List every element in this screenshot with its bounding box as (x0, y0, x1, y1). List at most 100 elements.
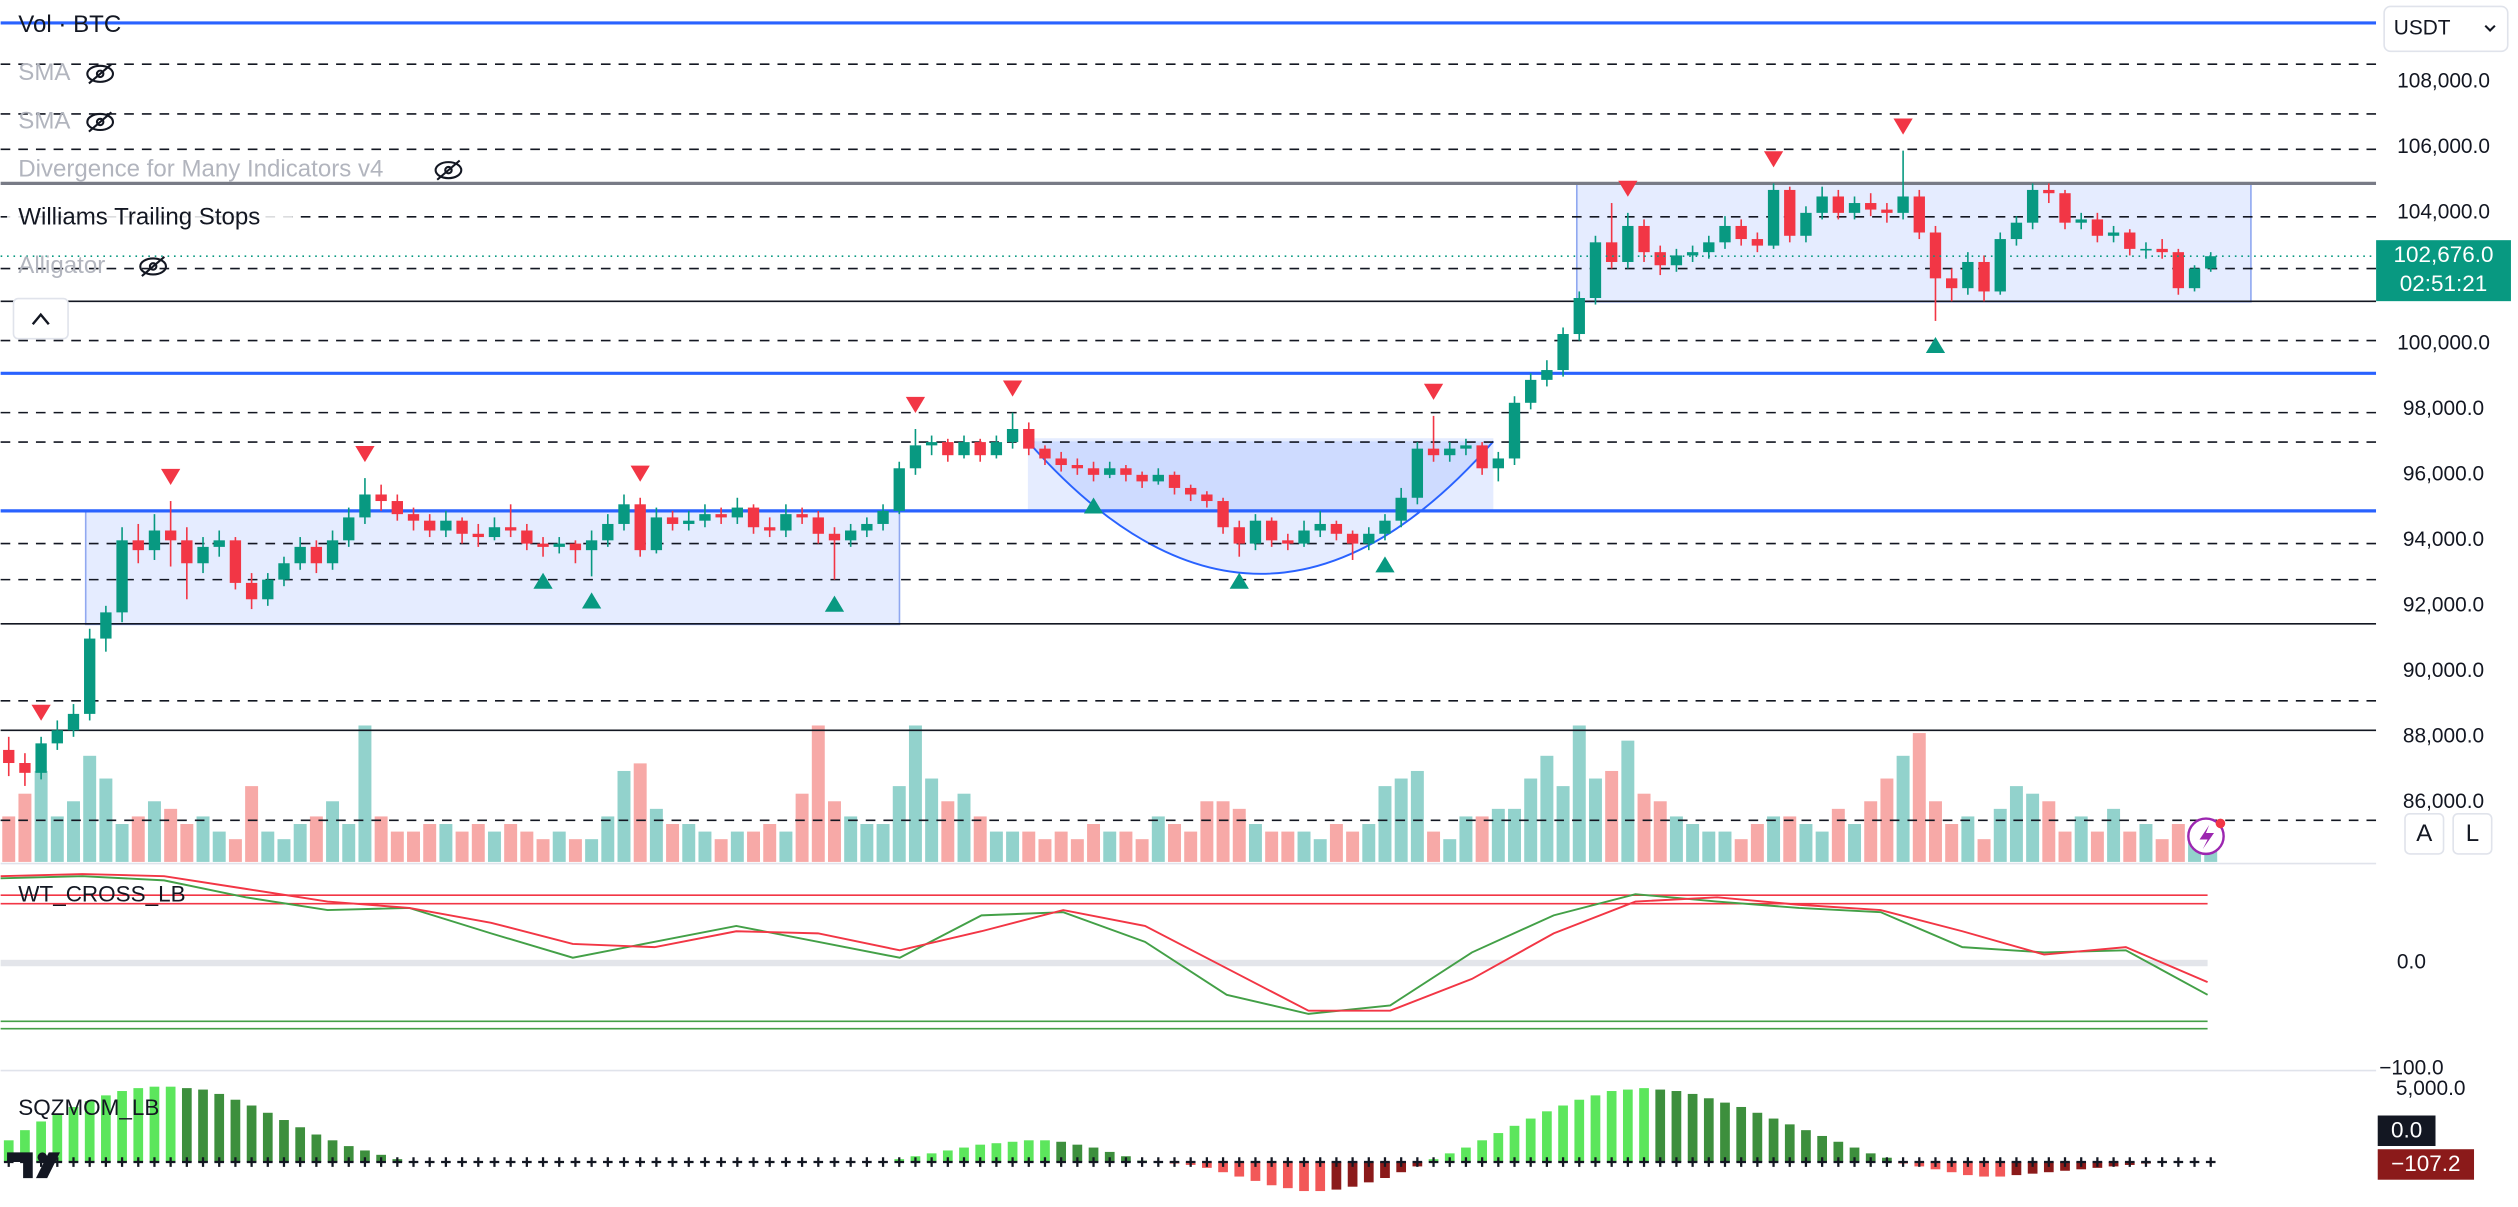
candle-body (1686, 252, 1699, 256)
squeeze-dot (813, 1157, 824, 1167)
volume-bar (795, 793, 809, 862)
candle-body (1946, 278, 1958, 289)
volume-bar (1038, 839, 1052, 862)
squeeze-dot (586, 1157, 597, 1167)
legend-indicator[interactable]: SMA (18, 107, 70, 134)
squeeze-dot (1801, 1157, 1811, 1167)
candle-body (1573, 298, 1585, 335)
squeeze-dot (457, 1157, 467, 1167)
volume-bar (374, 816, 388, 862)
squeeze-dot (2157, 1157, 2167, 1167)
momentum-bar (1509, 1125, 1520, 1163)
volume-bar (601, 816, 615, 862)
candle-body (1346, 533, 1359, 544)
candle-body (1816, 196, 1828, 213)
volume-bar (131, 816, 145, 862)
legend-indicator[interactable]: SMA (18, 59, 70, 86)
y-tick-label: 88,000.0 (2403, 724, 2484, 747)
legend-indicator[interactable]: Alligator (18, 252, 105, 279)
momentum-bar (1655, 1089, 1666, 1163)
momentum-bar (1687, 1093, 1698, 1163)
momentum-bar (1040, 1140, 1050, 1163)
alert-icon[interactable] (2187, 817, 2226, 856)
squeeze-dot (1558, 1157, 1568, 1167)
volume-bar (1929, 801, 1942, 862)
momentum-bar (230, 1099, 241, 1163)
momentum-bar (117, 1091, 127, 1163)
eye-off-icon[interactable] (434, 159, 463, 181)
legend-volume[interactable]: Vol · BTC (18, 11, 121, 38)
squeeze-dot (732, 1157, 743, 1167)
volume-bar (1945, 824, 1959, 862)
candle-body (1670, 255, 1683, 266)
volume-bar (1265, 831, 1279, 862)
squeeze-dot (1477, 1157, 1487, 1167)
volume-bar (1378, 786, 1392, 862)
momentum-bar (1396, 1162, 1407, 1173)
volume-bar (1151, 816, 1165, 862)
volume-bar (67, 801, 80, 862)
volume-bar (1912, 733, 1926, 862)
volume-bar (228, 839, 242, 862)
squeeze-dot (246, 1157, 257, 1167)
candle-body (650, 517, 663, 551)
candle-body (1784, 189, 1796, 236)
volume-bar (1491, 808, 1505, 862)
volume-bar (1669, 816, 1683, 862)
candle-body (1039, 448, 1051, 459)
volume-bar (1443, 839, 1457, 862)
eye-off-icon[interactable] (139, 256, 168, 277)
squeeze-dot (1007, 1157, 1018, 1167)
momentum-bar (343, 1146, 354, 1163)
log-scale-button[interactable]: L (2466, 820, 2479, 847)
squeeze-dot (327, 1157, 338, 1167)
volume-bar (552, 831, 566, 862)
candle-body (1104, 468, 1116, 475)
candle-body (1994, 239, 2006, 292)
price-axis-bg (2376, 0, 2518, 1207)
volume-bar (309, 816, 323, 862)
volume-bar (1087, 824, 1101, 862)
volume-bar (2155, 839, 2169, 862)
candle-body (1395, 497, 1407, 521)
pivot-high-marker (31, 704, 51, 721)
momentum-bar (1104, 1151, 1115, 1163)
candle-body (812, 517, 824, 534)
squeeze-dot (2011, 1157, 2022, 1167)
squeeze-dot (1444, 1157, 1455, 1167)
candle-body (504, 527, 517, 531)
volume-bar (844, 816, 858, 862)
pivot-low-marker (1375, 556, 1395, 573)
volume-bar (115, 824, 129, 862)
squeeze-dot (1898, 1157, 1908, 1167)
currency-select[interactable]: USDT (2383, 5, 2509, 53)
squeeze-dot (489, 1157, 500, 1167)
momentum-bar (84, 1101, 95, 1163)
eye-off-icon[interactable] (86, 111, 115, 133)
candle-body (990, 442, 1003, 456)
squeeze-dot (1542, 1157, 1552, 1167)
candle-body (747, 507, 760, 528)
squeeze-dot (1347, 1157, 1358, 1167)
candle-body (2091, 219, 2104, 236)
candle-body (1589, 242, 1602, 299)
button-bg[interactable] (2404, 812, 2445, 855)
collapse-button[interactable] (12, 297, 69, 340)
legend-indicator[interactable]: Divergence for Many Indicators v4 (18, 155, 383, 182)
volume-bar (2123, 831, 2137, 862)
momentum-bar (1347, 1162, 1358, 1187)
squeeze-dot (1185, 1157, 1196, 1167)
candle-body (537, 543, 549, 547)
button-bg[interactable] (2452, 812, 2493, 855)
momentum-bar (1525, 1118, 1536, 1163)
squeeze-dot (570, 1157, 581, 1167)
volume-bar (196, 816, 210, 862)
legend-indicator[interactable]: Williams Trailing Stops (18, 204, 260, 231)
momentum-bar (360, 1150, 370, 1163)
candle-body (148, 530, 161, 551)
volume-bar (407, 831, 420, 862)
volume-bar (1313, 839, 1327, 862)
eye-off-icon[interactable] (86, 63, 115, 85)
auto-scale-button[interactable]: A (2416, 820, 2432, 847)
volume-bar (649, 808, 663, 862)
